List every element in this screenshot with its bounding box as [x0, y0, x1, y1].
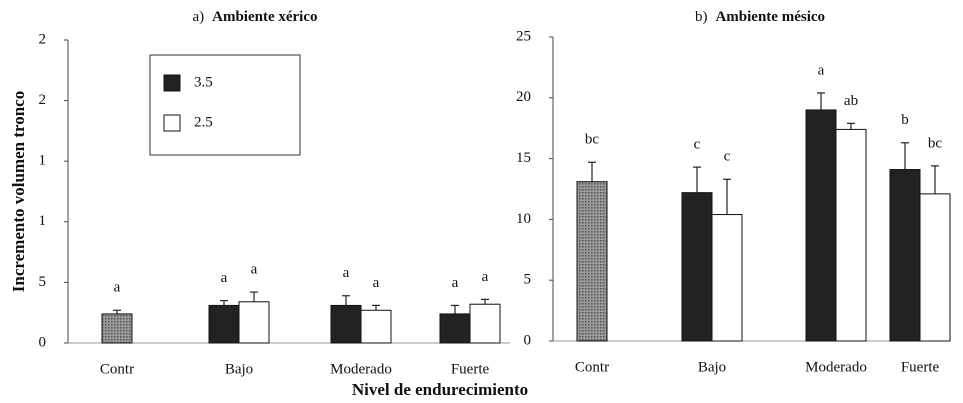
error-bar: [931, 165, 939, 194]
bar: [889, 169, 921, 342]
legend-label: 2.5: [194, 114, 213, 130]
bar: [805, 109, 837, 342]
x-tick-label: Moderado: [805, 359, 867, 375]
y-tick-label: 2: [39, 92, 47, 108]
error-bar: [342, 295, 350, 306]
legend-label: 3.5: [194, 74, 213, 90]
bar: [208, 304, 240, 344]
bar: [711, 214, 743, 342]
significance-letter: a: [818, 62, 825, 78]
legend-box: [149, 54, 301, 156]
significance-letter: bc: [585, 132, 600, 148]
chart-title: b) Ambiente mésico: [695, 9, 825, 25]
error-bar: [451, 304, 459, 314]
bar: [576, 181, 608, 342]
y-tick-label: 15: [516, 150, 531, 166]
y-tick-label: 20: [516, 89, 531, 105]
significance-letter: a: [373, 275, 380, 291]
bar: [835, 128, 867, 342]
y-tick-label: 2: [39, 31, 47, 47]
y-tick-label: 0: [524, 332, 532, 348]
panel-label: b): [695, 9, 708, 25]
x-tick-label: Fuerte: [451, 361, 490, 377]
significance-letter: a: [221, 270, 228, 286]
x-tick-label: Bajo: [698, 359, 726, 375]
significance-letter: ab: [844, 93, 858, 109]
significance-letter: a: [452, 275, 459, 291]
bar: [360, 309, 392, 344]
bar: [330, 304, 362, 344]
significance-letter: c: [694, 137, 701, 153]
x-tick-label: Fuerte: [901, 359, 940, 375]
significance-letter: c: [724, 149, 731, 165]
x-tick-label: Contr: [575, 359, 609, 375]
error-bar: [481, 298, 489, 305]
bar: [439, 313, 471, 344]
y-tick-label: 10: [516, 211, 531, 227]
y-axis-label: Incremento volumen tronco: [9, 91, 28, 292]
bar: [469, 303, 501, 344]
significance-letter: a: [343, 265, 350, 281]
panel-label: a): [192, 9, 204, 25]
error-bar: [113, 309, 121, 314]
x-tick-label: Bajo: [225, 361, 253, 377]
significance-letter: b: [901, 112, 909, 128]
error-bar: [250, 291, 258, 302]
y-tick-label: 5: [524, 272, 532, 288]
title-text: Ambiente xérico: [212, 9, 317, 25]
title-text: Ambiente mésico: [715, 9, 825, 25]
y-tick-label: 1: [39, 213, 47, 229]
chart-title: a) Ambiente xérico: [192, 9, 317, 25]
significance-letter: bc: [928, 135, 943, 151]
error-bar: [817, 92, 825, 110]
y-tick-label: 5: [39, 274, 47, 290]
error-bar: [723, 178, 731, 215]
x-axis-label: Nivel de endurecimiento: [352, 380, 528, 399]
y-tick-label: 25: [516, 28, 531, 44]
significance-letter: a: [482, 269, 489, 285]
bar: [919, 193, 951, 342]
error-bar: [901, 142, 909, 170]
significance-letter: a: [251, 262, 258, 278]
y-tick-label: 0: [39, 334, 47, 350]
bar: [681, 192, 713, 342]
y-tick-label: 1: [39, 153, 47, 169]
bar: [101, 313, 133, 344]
error-bar: [847, 122, 855, 130]
significance-letter: a: [114, 280, 121, 296]
error-bar: [693, 166, 701, 193]
bar: [238, 301, 270, 344]
x-tick-label: Moderado: [330, 361, 392, 377]
legend-swatch: [163, 74, 181, 92]
x-tick-label: Contr: [100, 361, 134, 377]
error-bar: [372, 304, 380, 311]
error-bar: [588, 161, 596, 182]
error-bar: [220, 299, 228, 306]
legend-swatch: [163, 114, 181, 132]
